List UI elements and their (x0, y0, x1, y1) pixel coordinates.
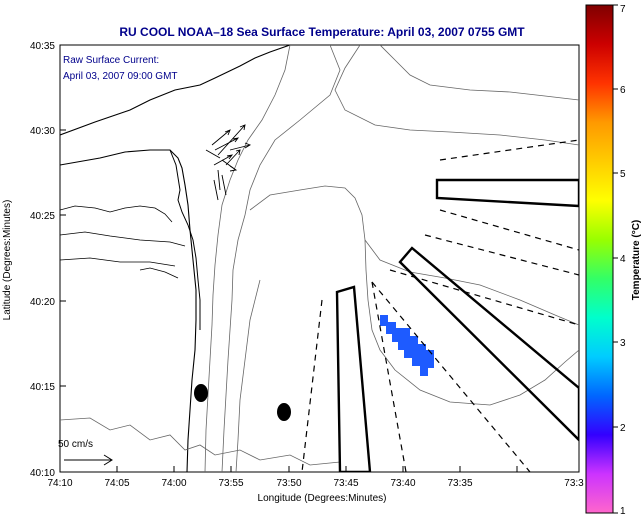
y-tick-label: 40:20 (30, 297, 55, 308)
y-tick-labels: 40:35 40:30 40:25 40:20 40:15 40:10 (30, 41, 55, 479)
colorbar-tick-label: 5 (620, 169, 626, 180)
x-tick-labels: 74:10 74:05 74:00 73:55 73:50 73:45 73:4… (47, 478, 584, 489)
current-note-line2: April 03, 2007 09:00 GMT (63, 71, 178, 82)
x-tick-label: 73:45 (333, 478, 358, 489)
bathymetry-contour-2 (221, 45, 341, 472)
current-note-line1: Raw Surface Current: (63, 55, 159, 66)
y-tick-label: 40:25 (30, 211, 55, 222)
y-axis-title: Latitude (Degrees:Minutes) (2, 200, 13, 321)
bathymetry-contour-5 (249, 185, 579, 406)
colorbar-label: Temperature (°C) (631, 220, 642, 301)
bathymetry-contour-8 (60, 417, 341, 466)
figure-title: RU COOL NOAA–18 Sea Surface Temperature:… (119, 25, 525, 39)
x-tick-label: 73:50 (276, 478, 301, 489)
scale-label: 50 cm/s (58, 439, 93, 450)
x-tick-label: 74:00 (161, 478, 186, 489)
map-layer (60, 45, 579, 472)
colorbar-tick-label: 6 (620, 85, 626, 96)
y-tick-label: 40:10 (30, 468, 55, 479)
bathymetry-contour-3 (379, 45, 579, 101)
colorbar-tick-labels: 7 6 5 4 3 2 1 (620, 4, 626, 517)
x-tick-label: 73:40 (390, 478, 415, 489)
colorbar-ticks (613, 4, 618, 514)
x-tick-label: 73:55 (218, 478, 243, 489)
surface-current-vectors (205, 124, 252, 201)
plot-area (59, 44, 580, 473)
x-tick-label: 73:35 (447, 478, 472, 489)
coastline-detail (60, 205, 186, 279)
buoy-marker (277, 403, 291, 421)
buoy-marker (194, 384, 208, 402)
x-tick-label: 73:3 (564, 478, 584, 489)
dashed-sector-lines (301, 139, 579, 472)
axis-ticks (59, 44, 518, 473)
sst-patch (380, 315, 434, 376)
y-tick-label: 40:35 (30, 41, 55, 52)
colorbar-tick-label: 7 (620, 4, 626, 15)
colorbar-tick-label: 3 (620, 338, 626, 349)
colorbar-tick-label: 2 (620, 423, 626, 434)
y-tick-label: 40:15 (30, 382, 55, 393)
x-tick-label: 74:05 (104, 478, 129, 489)
coastline-land (60, 45, 291, 472)
bathymetry-contour-1 (204, 45, 291, 472)
coastline-barrier (169, 149, 201, 330)
y-tick-label: 40:30 (30, 126, 55, 137)
colorbar-tick-label: 1 (620, 506, 626, 517)
bathymetry-contour-4 (334, 45, 579, 146)
scale-arrow (64, 454, 113, 466)
colorbar (585, 4, 614, 514)
x-axis-title: Longitude (Degrees:Minutes) (258, 493, 387, 504)
bathymetry-contour-7 (235, 279, 261, 472)
x-tick-label: 74:10 (47, 478, 72, 489)
bathymetry-contour-6 (364, 239, 579, 326)
colorbar-tick-label: 4 (620, 254, 626, 265)
solid-sector-boxes (335, 178, 579, 472)
